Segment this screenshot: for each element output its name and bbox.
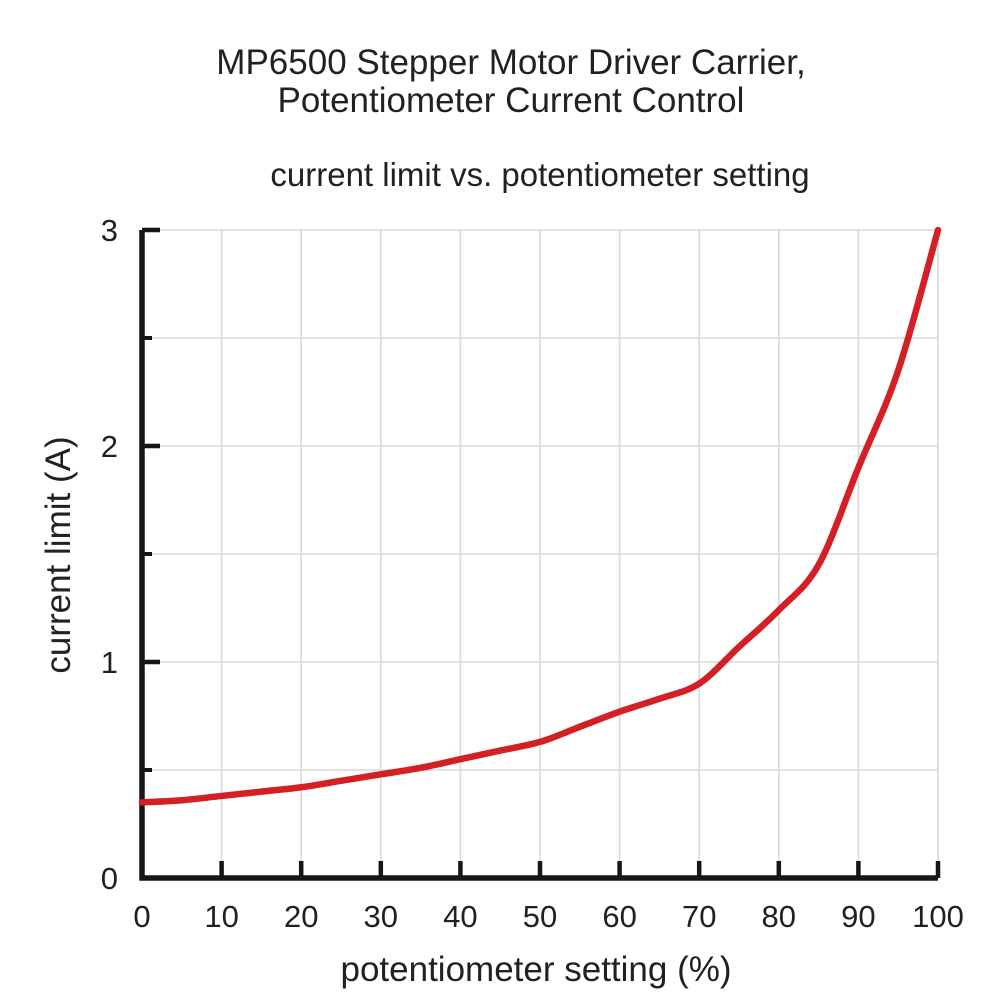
chart-title-line1: MP6500 Stepper Motor Driver Carrier, bbox=[216, 43, 805, 82]
y-tick-label: 2 bbox=[101, 429, 118, 464]
gridlines bbox=[142, 229, 939, 878]
x-tick-label: 70 bbox=[682, 899, 716, 934]
x-axis-label: potentiometer setting (%) bbox=[340, 950, 731, 989]
x-tick-label: 40 bbox=[443, 899, 477, 934]
x-tick-label: 20 bbox=[284, 899, 318, 934]
x-tick-label: 10 bbox=[204, 899, 238, 934]
chart-subtitle: current limit vs. potentiometer setting bbox=[270, 156, 809, 193]
current-limit-curve bbox=[138, 226, 942, 806]
x-tick-label: 90 bbox=[841, 899, 875, 934]
y-tick-label: 1 bbox=[101, 645, 118, 680]
chart-title-line2: Potentiometer Current Control bbox=[278, 81, 745, 120]
tick-labels: 0 10 20 30 40 50 60 70 80 90 100 0 1 2 3 bbox=[101, 213, 964, 934]
axes bbox=[139, 230, 938, 881]
x-tick-label: 50 bbox=[523, 899, 557, 934]
y-tick-label: 0 bbox=[101, 861, 118, 896]
x-tick-label: 30 bbox=[364, 899, 398, 934]
x-tick-label: 60 bbox=[602, 899, 636, 934]
x-tick-label: 80 bbox=[762, 899, 796, 934]
y-tick-label: 3 bbox=[101, 213, 118, 248]
y-axis-label: current limit (A) bbox=[39, 436, 78, 673]
x-tick-label: 0 bbox=[133, 899, 150, 934]
axis-line bbox=[139, 230, 938, 881]
x-tick-label: 100 bbox=[912, 899, 964, 934]
